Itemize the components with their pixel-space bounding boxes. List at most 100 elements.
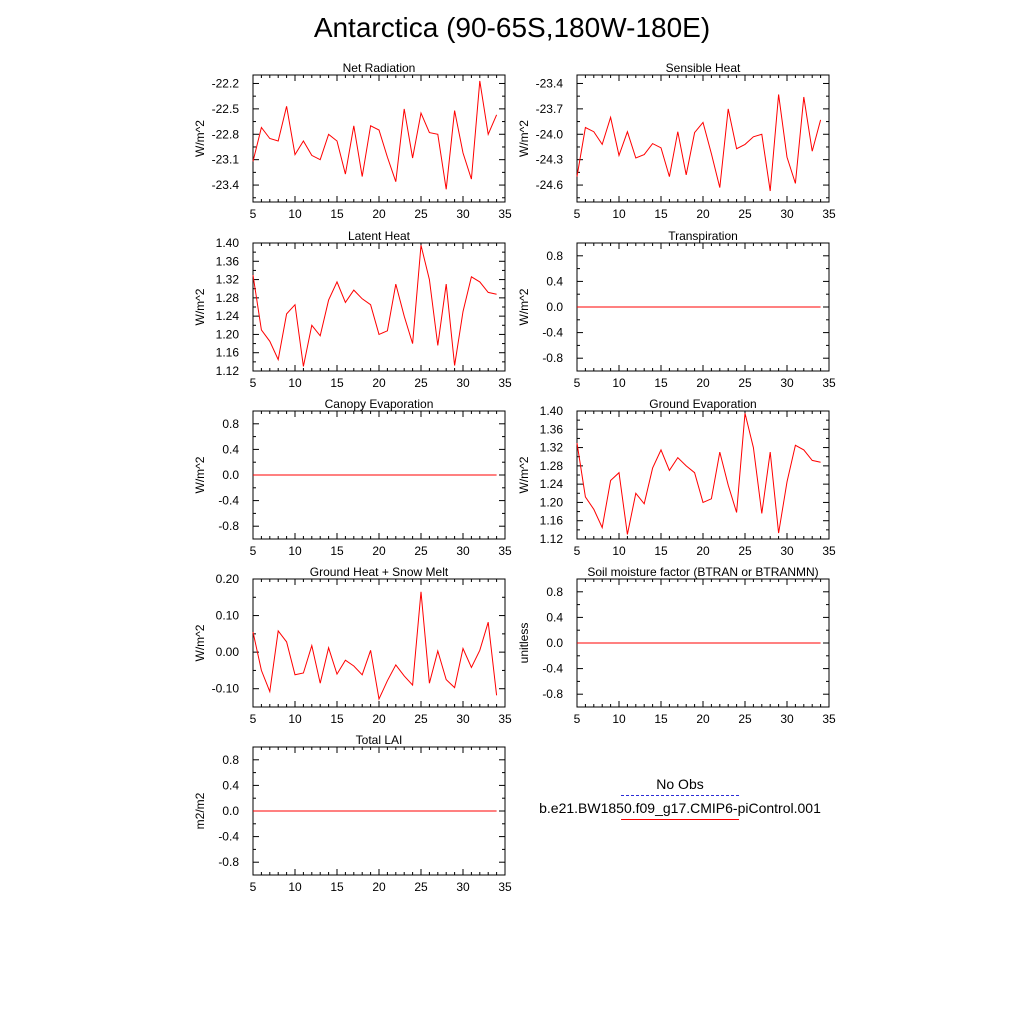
x-tick-label: 5	[250, 712, 257, 726]
x-tick-label: 30	[780, 376, 794, 390]
x-tick-label: 10	[288, 544, 302, 558]
y-axis-label: W/m^2	[517, 120, 531, 157]
y-tick-label: 1.28	[216, 291, 240, 305]
legend-obs-line	[621, 795, 739, 796]
plot-frame	[252, 74, 506, 203]
y-tick-label: -22.8	[212, 127, 240, 141]
y-axis-label: W/m^2	[193, 456, 207, 493]
x-tick-label: 15	[654, 376, 668, 390]
y-tick-label: 1.24	[216, 309, 240, 323]
y-tick-label: 0.0	[546, 636, 563, 650]
panel-ground-evaporation: Ground Evaporation W/m^2 5 10 15 20 25 30 35 1.40…	[517, 397, 836, 558]
x-tick-label: 5	[574, 376, 581, 390]
y-tick-label: -24.6	[536, 178, 564, 192]
x-tick-label: 20	[696, 712, 710, 726]
x-tick-label: 30	[456, 712, 470, 726]
x-tick-label: 20	[372, 207, 386, 221]
x-tick-label: 15	[330, 544, 344, 558]
y-tick-label: 1.32	[540, 441, 564, 455]
y-tick-label: 1.36	[540, 422, 564, 436]
x-tick-label: 25	[738, 544, 752, 558]
y-tick-label: -0.8	[218, 855, 239, 869]
panel-title: Net Radiation	[343, 61, 416, 75]
y-tick-label: 1.40	[216, 236, 240, 250]
x-tick-label: 5	[250, 544, 257, 558]
x-tick-label: 35	[822, 376, 836, 390]
x-tick-label: 30	[456, 880, 470, 894]
x-tick-label: 10	[612, 376, 626, 390]
y-tick-label: 1.16	[216, 346, 240, 360]
y-tick-label: -0.8	[542, 687, 563, 701]
y-tick-label: -0.4	[218, 830, 239, 844]
y-axis-label: W/m^2	[517, 456, 531, 493]
x-tick-label: 15	[654, 544, 668, 558]
y-tick-label: -22.2	[212, 76, 240, 90]
x-tick-label: 35	[498, 544, 512, 558]
x-tick-label: 20	[372, 880, 386, 894]
x-tick-label: 30	[456, 207, 470, 221]
y-tick-label: 0.8	[546, 585, 563, 599]
y-tick-label: 0.20	[216, 572, 240, 586]
x-tick-label: 15	[654, 712, 668, 726]
y-tick-label: 1.40	[540, 404, 564, 418]
panel-title: Latent Heat	[348, 229, 411, 243]
y-tick-label: 1.36	[216, 254, 240, 268]
panel-title: Soil moisture factor (BTRAN or BTRANMN)	[587, 565, 818, 579]
series-line	[576, 413, 821, 535]
y-tick-label: -0.4	[218, 494, 239, 508]
y-tick-label: 0.8	[546, 249, 563, 263]
x-tick-label: 30	[780, 544, 794, 558]
y-tick-label: -0.4	[542, 326, 563, 340]
y-tick-label: -24.3	[536, 153, 564, 167]
x-tick-label: 30	[780, 712, 794, 726]
series-line	[576, 94, 822, 192]
legend-model-label: b.e21.BW1850.f09_g17.CMIP6-piControl.001	[539, 800, 821, 816]
panel-title: Sensible Heat	[666, 61, 741, 75]
legend-obs-label: No Obs	[656, 776, 704, 792]
y-tick-label: -23.7	[536, 102, 564, 116]
series-line	[252, 591, 498, 701]
x-tick-label: 15	[330, 880, 344, 894]
x-tick-label: 10	[612, 207, 626, 221]
y-axis-label: unitless	[517, 623, 531, 664]
x-tick-label: 35	[498, 207, 512, 221]
legend-entry-model: b.e21.BW1850.f09_g17.CMIP6-piControl.001	[520, 800, 840, 820]
y-tick-label: 1.12	[216, 364, 240, 378]
y-tick-label: 0.0	[222, 804, 239, 818]
y-tick-label: 0.8	[222, 417, 239, 431]
x-tick-label: 30	[456, 544, 470, 558]
x-tick-label: 20	[372, 712, 386, 726]
y-axis-label: W/m^2	[193, 288, 207, 325]
panel-title: Total LAI	[356, 733, 403, 747]
x-tick-label: 35	[498, 880, 512, 894]
x-tick-label: 10	[612, 544, 626, 558]
panel-title: Ground Evaporation	[649, 397, 756, 411]
x-tick-label: 35	[822, 712, 836, 726]
y-axis-label: m2/m2	[193, 792, 207, 829]
x-tick-label: 5	[250, 376, 257, 390]
y-tick-label: 1.24	[540, 477, 564, 491]
x-tick-label: 30	[456, 376, 470, 390]
panel-total-lai: Total LAI m2/m2 5 10 15 20 25 30 35 0.8 0.4 0.0 -0.4…	[193, 733, 512, 894]
panel-soil-moisture-factor-btran-or-btranmn: Soil moisture factor (BTRAN or BTRANMN) u…	[517, 565, 836, 726]
y-tick-label: -23.4	[212, 178, 240, 192]
x-tick-label: 35	[498, 376, 512, 390]
series-line	[252, 245, 497, 367]
y-tick-label: 1.20	[216, 327, 240, 341]
x-tick-label: 10	[288, 376, 302, 390]
x-tick-label: 10	[288, 207, 302, 221]
x-tick-label: 25	[738, 207, 752, 221]
x-tick-label: 10	[288, 712, 302, 726]
panel-ground-heat-snow-melt: Ground Heat + Snow Melt W/m^2 5 10 15 20 25 30 3…	[193, 565, 512, 726]
x-tick-label: 20	[696, 207, 710, 221]
y-tick-label: -0.10	[212, 682, 240, 696]
x-tick-label: 10	[288, 880, 302, 894]
x-tick-label: 15	[330, 376, 344, 390]
x-tick-label: 25	[738, 376, 752, 390]
x-tick-label: 35	[822, 207, 836, 221]
series-line	[252, 80, 498, 190]
y-tick-label: 1.28	[540, 459, 564, 473]
y-tick-label: 1.20	[540, 495, 564, 509]
x-tick-label: 25	[738, 712, 752, 726]
